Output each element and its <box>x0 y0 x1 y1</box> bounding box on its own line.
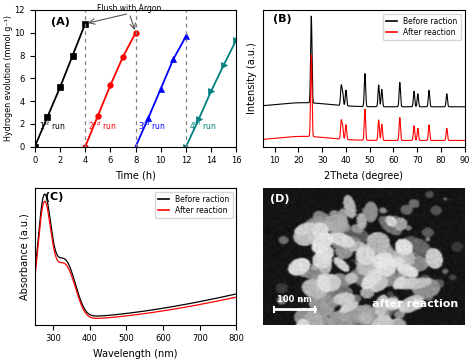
Text: (C): (C) <box>45 192 63 202</box>
Text: 100 nm: 100 nm <box>277 295 312 304</box>
X-axis label: 2Theta (degree): 2Theta (degree) <box>324 171 403 181</box>
Y-axis label: Absorbance (a.u.): Absorbance (a.u.) <box>19 213 29 299</box>
Legend: Before raction, After reaction: Before raction, After reaction <box>155 192 233 218</box>
X-axis label: Wavelength (nm): Wavelength (nm) <box>93 349 178 359</box>
Text: 2$^{nd}$ run: 2$^{nd}$ run <box>88 119 116 131</box>
Y-axis label: Intensity (a.u.): Intensity (a.u.) <box>247 42 257 114</box>
Text: 3$^{rd}$ run: 3$^{rd}$ run <box>138 119 165 131</box>
X-axis label: Time (h): Time (h) <box>115 171 156 181</box>
Text: (B): (B) <box>273 14 292 24</box>
Legend: Before raction, After reaction: Before raction, After reaction <box>383 14 461 40</box>
Text: Flush with Argon: Flush with Argon <box>97 4 162 13</box>
Y-axis label: Hydrogen evolution (mmol g⁻¹): Hydrogen evolution (mmol g⁻¹) <box>4 15 13 141</box>
Text: (D): (D) <box>270 194 290 204</box>
Text: 4$^{th}$ run: 4$^{th}$ run <box>189 119 216 131</box>
Text: after reaction: after reaction <box>372 299 458 309</box>
Text: 1$^{st}$ run: 1$^{st}$ run <box>38 119 65 131</box>
Text: (A): (A) <box>51 17 70 27</box>
